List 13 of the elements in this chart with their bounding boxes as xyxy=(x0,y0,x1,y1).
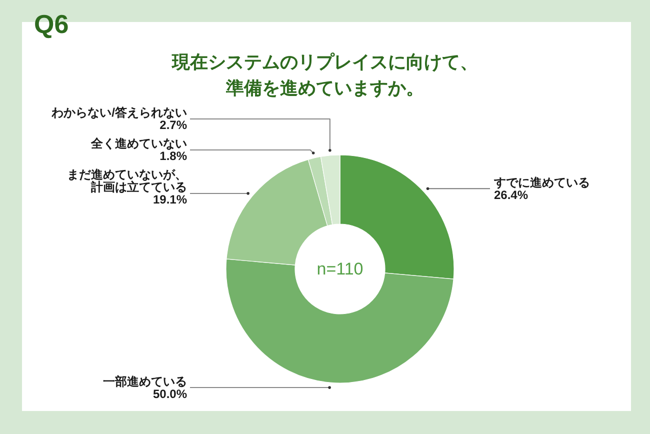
data-label: 19.1% xyxy=(152,192,188,207)
slice-label: すでに進めている xyxy=(493,175,590,190)
slice-label: 一部進めている xyxy=(103,374,187,388)
text: Q6 xyxy=(34,9,69,39)
slice-label: まだ進めていないが、計画は立てている xyxy=(67,168,187,194)
slice-label: 全く進めていない xyxy=(90,136,187,151)
text: n=110 xyxy=(316,260,364,278)
data-label: 2.7% xyxy=(160,118,188,132)
data-label: 26.4% xyxy=(494,188,528,202)
data-label: 50.0% xyxy=(152,386,188,401)
chart-title: 現在システムのリプレイスに向けて、準備を進めていますか。 xyxy=(171,52,478,98)
data-label: 1.8% xyxy=(160,149,188,164)
slice-label: わからない/答えられない xyxy=(50,106,187,120)
